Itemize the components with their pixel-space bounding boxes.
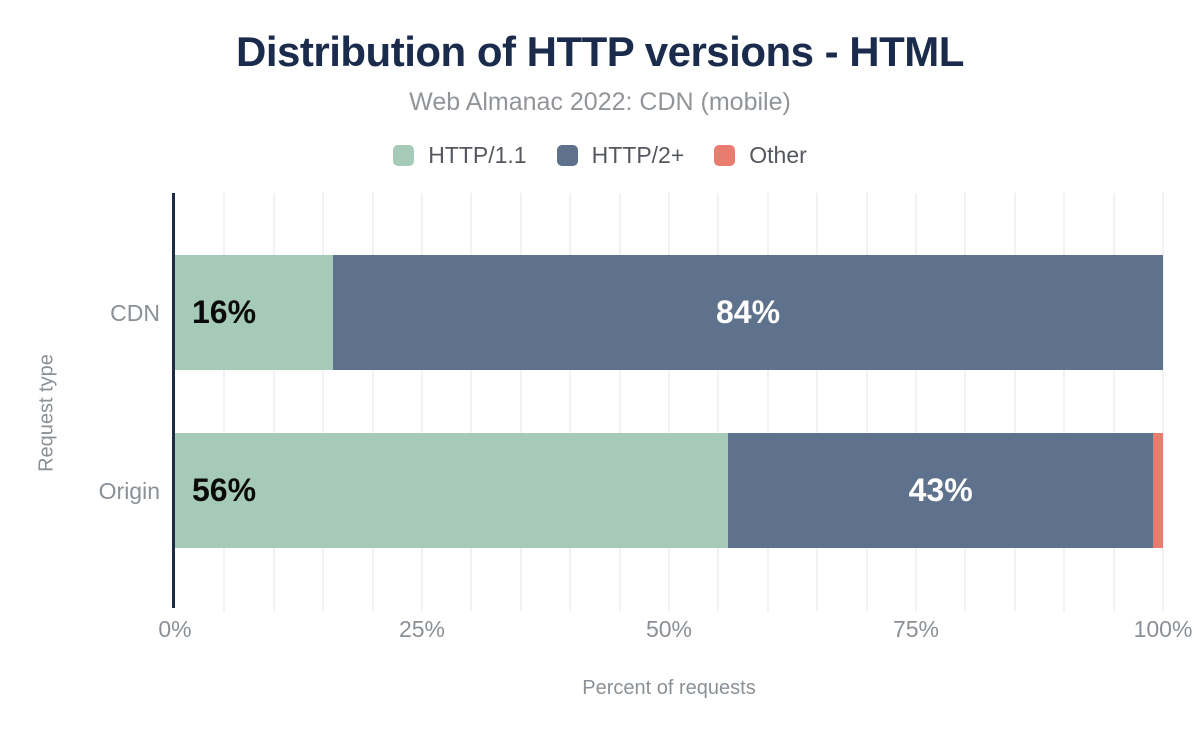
bar-value-label: 43% (908, 472, 973, 508)
gridline (1112, 193, 1115, 611)
legend-swatch-icon (714, 144, 736, 166)
legend-label: Other (749, 141, 807, 168)
gridline (668, 193, 670, 611)
gridline (223, 193, 226, 611)
legend-item-other[interactable]: Other (714, 142, 807, 169)
x-tick-label: 100% (1133, 616, 1193, 642)
bar-row-origin: 56% 43% (175, 433, 1163, 548)
x-tick-label: 0% (158, 616, 192, 642)
chart-subtitle: Web Almanac 2022: CDN (mobile) (409, 88, 791, 116)
gridline (470, 193, 473, 611)
y-tick-label: CDN (110, 299, 160, 326)
bar-segment-http2-origin[interactable]: 43% (728, 433, 1154, 548)
bar-segment-http2-cdn[interactable]: 84% (333, 255, 1163, 370)
legend-item-http11[interactable]: HTTP/1.1 (393, 141, 527, 169)
legend-swatch-icon (556, 144, 578, 166)
gridline (766, 193, 769, 611)
gridline (322, 193, 325, 611)
gridline (915, 193, 917, 611)
bar-value-label: 16% (192, 294, 257, 330)
gridline (865, 193, 868, 611)
x-tick-label: 75% (892, 616, 940, 642)
y-tick-label: Origin (98, 477, 160, 504)
y-axis-title: Request type (35, 354, 58, 472)
x-tick-label: 25% (398, 616, 446, 642)
gridline (717, 193, 720, 611)
gridline (519, 193, 522, 611)
gridline (618, 193, 621, 611)
chart-title: Distribution of HTTP versions - HTML (236, 28, 964, 75)
x-tick-label: 50% (645, 616, 693, 642)
y-axis-line (172, 193, 175, 608)
legend-label: HTTP/2+ (591, 141, 685, 168)
legend-item-http2[interactable]: HTTP/2+ (556, 141, 685, 169)
x-axis-title: Percent of requests (582, 677, 756, 699)
gridline (421, 193, 423, 611)
bar-segment-http11-origin[interactable]: 56% (175, 433, 729, 548)
plot-area: 16% 84% 56% 43% (172, 193, 1164, 611)
gridline (1013, 193, 1016, 611)
bar-value-label: 56% (192, 472, 257, 508)
bar-row-cdn: 16% 84% (175, 255, 1163, 370)
legend-swatch-icon (393, 144, 415, 166)
gridline (569, 193, 572, 611)
bar-segment-http11-cdn[interactable]: 16% (175, 255, 334, 370)
bar-value-label: 84% (716, 294, 781, 330)
legend-label: HTTP/1.1 (428, 141, 527, 168)
legend: HTTP/1.1 HTTP/2+ Other (0, 139, 1200, 171)
gridline (816, 193, 819, 611)
gridline (1063, 193, 1066, 611)
gridline (964, 193, 967, 611)
gridline (371, 193, 374, 611)
gridline (1162, 193, 1164, 611)
bar-segment-other-origin[interactable] (1153, 433, 1163, 548)
gridline (272, 193, 275, 611)
